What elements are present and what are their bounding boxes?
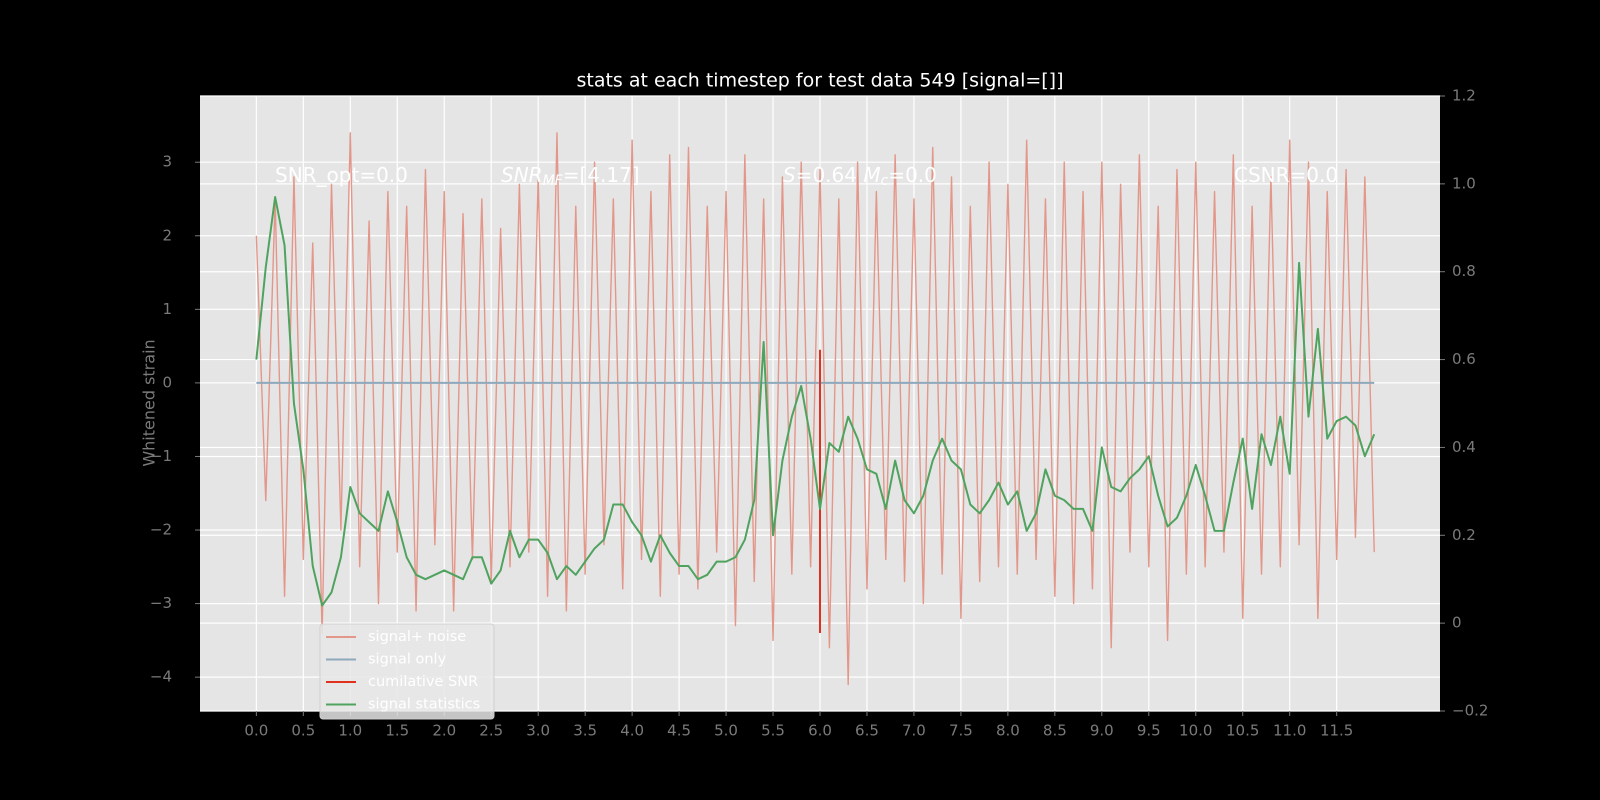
- x-tick-label: 0.5: [291, 722, 315, 740]
- legend-box: [319, 623, 495, 720]
- annotation-part: MF: [543, 173, 564, 189]
- series-line: [255, 196, 1376, 607]
- x-tick-label: 4.0: [620, 722, 644, 740]
- x-tick-label: 6.0: [808, 722, 832, 740]
- x-tick-label: 1.5: [385, 722, 409, 740]
- y-tick-label: 1: [162, 300, 172, 318]
- x-tick-label: 5.5: [761, 722, 785, 740]
- x-tick-label: 2.5: [479, 722, 503, 740]
- x-tick-label: 11.0: [1273, 722, 1306, 740]
- x-tick-label: 2.0: [432, 722, 456, 740]
- annotation-part: =[4.17]: [563, 163, 640, 187]
- y-tick-label: 2: [162, 226, 172, 244]
- legend-label: signal statistics: [368, 697, 480, 713]
- x-tick-label: 11.5: [1320, 722, 1353, 740]
- series-line: [255, 132, 1375, 686]
- annotation-part: S: [783, 163, 796, 187]
- y2-tick-label: 0.2: [1452, 526, 1476, 544]
- annotation: SNR_opt=0.0: [275, 163, 408, 187]
- y2-tick-label: 1.0: [1452, 174, 1476, 192]
- y2-tick-label: −0.2: [1452, 702, 1488, 720]
- legend-label: signal only: [368, 652, 447, 668]
- y-axis-label: Whitened strain: [140, 339, 159, 466]
- annotation-part: M: [863, 163, 880, 187]
- annotation: CSNR=0.0: [1234, 163, 1338, 187]
- legend-label: signal+ noise: [368, 629, 466, 645]
- y-tick-label: −4: [150, 668, 172, 686]
- annotation-part: CSNR=0.0: [1234, 163, 1338, 187]
- chart-title: stats at each timestep for test data 549…: [576, 70, 1063, 92]
- legend-label: cumilative SNR: [368, 674, 478, 690]
- annotation: SNRMF=[4.17]: [501, 163, 640, 190]
- y2-tick-label: 0.4: [1452, 438, 1476, 456]
- x-tick-label: 0.0: [244, 722, 268, 740]
- annotation-part: c: [881, 173, 889, 189]
- x-tick-label: 9.0: [1090, 722, 1114, 740]
- y-tick-label: −3: [150, 594, 172, 612]
- y2-tick-label: 0.6: [1452, 350, 1476, 368]
- x-tick-label: 1.0: [338, 722, 362, 740]
- y-tick-label: −1: [150, 447, 172, 465]
- x-tick-label: 7.5: [949, 722, 973, 740]
- annotation: S=0.64 Mc=0.0: [783, 163, 937, 190]
- x-tick-label: 4.5: [667, 722, 691, 740]
- y2-tick-label: 0: [1452, 614, 1462, 632]
- y-tick-label: −2: [150, 521, 172, 539]
- x-tick-label: 5.0: [714, 722, 738, 740]
- annotation-part: =0.0: [888, 163, 937, 187]
- y2-tick-label: 0.8: [1452, 262, 1476, 280]
- x-tick-label: 10.0: [1179, 722, 1212, 740]
- x-tick-label: 3.0: [526, 722, 550, 740]
- x-tick-label: 8.5: [1043, 722, 1067, 740]
- y-tick-label: 3: [162, 153, 172, 171]
- x-tick-label: 7.0: [902, 722, 926, 740]
- x-tick-label: 9.5: [1137, 722, 1161, 740]
- y-tick-label: 0: [162, 373, 172, 391]
- annotation-part: SNR_opt=0.0: [275, 163, 408, 187]
- x-tick-label: 8.0: [996, 722, 1020, 740]
- x-tick-label: 10.5: [1226, 722, 1259, 740]
- x-tick-label: 3.5: [573, 722, 597, 740]
- annotation-part: SNR: [501, 163, 543, 187]
- y2-tick-label: 1.2: [1452, 87, 1476, 105]
- x-tick-label: 6.5: [855, 722, 879, 740]
- annotation-part: =0.64: [796, 163, 864, 187]
